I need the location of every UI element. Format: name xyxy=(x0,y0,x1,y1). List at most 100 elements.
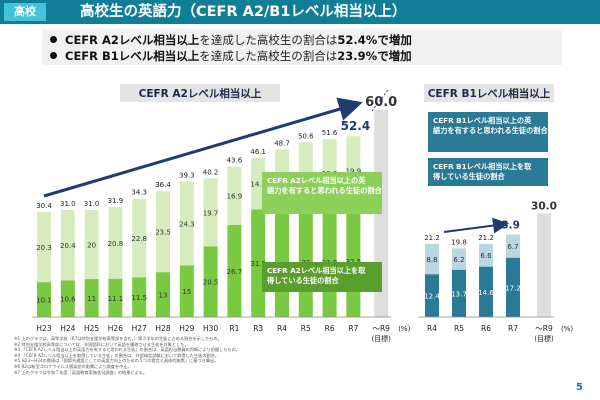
data-label-estimated: 6.7 xyxy=(507,243,518,251)
x-tick-label: H27 xyxy=(132,324,147,333)
data-label-total: 31.0 xyxy=(84,200,100,208)
bar-acquired xyxy=(479,266,493,317)
data-label-estimated: 19.9 xyxy=(346,168,362,176)
data-label-total: 39.3 xyxy=(179,171,195,179)
legend-label: CEFR B1レベル相当以上の英語力を有すると思われる生徒の割合 xyxy=(433,116,548,135)
data-label-total: 30.4 xyxy=(36,202,52,210)
x-tick-label: H25 xyxy=(84,324,99,333)
x-tick-label: H24 xyxy=(60,324,75,333)
chart-title: CEFR A2レベル相当以上 xyxy=(139,87,262,100)
bar-acquired xyxy=(452,269,466,317)
bar-estimated xyxy=(37,212,51,283)
bar-estimated xyxy=(425,243,439,275)
chart-title: CEFR B1レベル相当以上 xyxy=(428,87,551,100)
bar-acquired xyxy=(84,279,99,317)
bar-estimated xyxy=(108,206,123,279)
footnote-line: ※1 上のグラフは、高等学校（R7は特別支援学校高等部を含む。）第３学年の生徒に… xyxy=(14,336,222,341)
latest-total-label: 52.4 xyxy=(341,119,371,133)
data-label-estimated: 6.6 xyxy=(480,252,492,260)
data-label-acquired: 10.6 xyxy=(60,296,76,304)
legend-box xyxy=(428,158,548,186)
data-label-acquired: 12.4 xyxy=(424,293,440,301)
x-tick-label: R5 xyxy=(301,324,311,333)
x-tick-label: H28 xyxy=(155,324,170,333)
data-label-acquired: 20.5 xyxy=(203,279,219,287)
x-tick-label: H26 xyxy=(108,324,123,333)
x-tick-label: R4 xyxy=(277,324,287,333)
legend-box xyxy=(262,172,382,214)
data-label-acquired: 13 xyxy=(159,292,168,300)
bar-acquired xyxy=(108,278,123,317)
x-tick-label: R6 xyxy=(325,324,335,333)
data-label-total: 36.4 xyxy=(155,181,171,189)
data-label-estimated: 6.2 xyxy=(453,256,464,264)
data-label-acquired: 14.6 xyxy=(478,289,494,297)
bar-acquired xyxy=(203,246,218,317)
data-label-estimated: 20.3 xyxy=(36,244,52,252)
x-tick-label: H23 xyxy=(36,324,51,333)
x-tick-label: H29 xyxy=(179,324,194,333)
trend-arrow xyxy=(43,97,363,198)
x-tick-label: R4 xyxy=(427,324,437,333)
x-tick-sublabel-target: (目標) xyxy=(371,334,391,343)
data-label-total: 31.9 xyxy=(108,197,124,205)
summary-a2-level: CEFR A2レベル相当以上 xyxy=(65,33,200,47)
data-label-acquired: 15 xyxy=(182,288,191,296)
summary-b1-value: 23.9% xyxy=(337,49,378,63)
bar-estimated xyxy=(60,210,75,281)
summary-line-b1: CEFR B1レベル相当以上を達成した高校生の割合は23.9%で増加 xyxy=(50,48,412,64)
data-label-total: 46.1 xyxy=(250,148,266,156)
summary-line-a2: CEFR A2レベル相当以上を達成した高校生の割合は52.4%で増加 xyxy=(50,32,412,48)
summary-b1-level: CEFR B1レベル相当以上 xyxy=(65,49,200,63)
data-label-acquired: 31.2 xyxy=(250,260,266,268)
bar-acquired xyxy=(60,280,75,317)
bar-acquired xyxy=(506,257,520,317)
data-label-estimated: 20.4 xyxy=(60,242,76,250)
data-label-total: 19.8 xyxy=(451,238,467,246)
unit-label: (%) xyxy=(398,325,410,333)
data-label-acquired: 17.2 xyxy=(505,284,521,292)
data-label-acquired: 11 xyxy=(87,295,96,303)
bar-estimated xyxy=(84,210,99,280)
bullet-icon xyxy=(50,52,57,59)
data-label-estimated: 8.8 xyxy=(426,256,437,264)
chart-title-box xyxy=(424,84,554,102)
data-label-estimated: 20 xyxy=(87,242,96,250)
data-label-estimated: 22.8 xyxy=(131,235,147,243)
data-label-estimated: 20.8 xyxy=(108,240,124,248)
data-label-estimated: 23.5 xyxy=(155,229,171,237)
data-label-acquired: 26.7 xyxy=(227,268,243,276)
data-label-total: 21.2 xyxy=(424,234,440,242)
bar-acquired xyxy=(179,265,194,317)
x-tick-label-target: ～R9 xyxy=(535,324,553,333)
category-badge: 高校 xyxy=(4,3,46,21)
legend-box xyxy=(428,112,548,152)
unit-label: (%) xyxy=(561,325,573,333)
footnote-line: ※2 特別支援学校高等部については、外国語科において英語を履修させる生徒を対象と… xyxy=(14,341,189,347)
bullet-icon xyxy=(50,36,57,43)
summary-box: CEFR A2レベル相当以上を達成した高校生の割合は52.4%で増加 CEFR … xyxy=(42,29,562,65)
page-title: 高校生の英語力（CEFR A2/B1レベル相当以上） xyxy=(80,4,407,20)
page-number: 5 xyxy=(576,382,583,393)
data-label-total: 21.2 xyxy=(478,234,494,242)
bar-estimated xyxy=(179,181,194,266)
data-label-total: 31.0 xyxy=(60,200,76,208)
summary-b1-trend: で増加 xyxy=(377,49,412,63)
x-tick-label: H30 xyxy=(203,324,218,333)
bar-acquired xyxy=(37,282,51,317)
gap-indicator xyxy=(371,89,389,112)
x-tick-sublabel-target: (目標) xyxy=(534,334,554,343)
target-value-label: 60.0 xyxy=(365,95,397,110)
summary-a2-text: を達成した高校生の割合は xyxy=(199,33,338,47)
data-label-acquired: 11.1 xyxy=(108,295,124,303)
bar-acquired xyxy=(227,224,242,317)
data-label-total: 51.6 xyxy=(322,129,338,137)
data-label-acquired: 13.7 xyxy=(451,290,467,298)
data-label-total: 40.2 xyxy=(203,168,219,176)
bar-estimated xyxy=(203,178,218,247)
data-label-estimated: 14.9 xyxy=(250,181,266,189)
data-label-acquired: 32.5 xyxy=(346,258,362,266)
data-label-total: 50.6 xyxy=(298,132,314,140)
bar-estimated xyxy=(132,198,147,278)
